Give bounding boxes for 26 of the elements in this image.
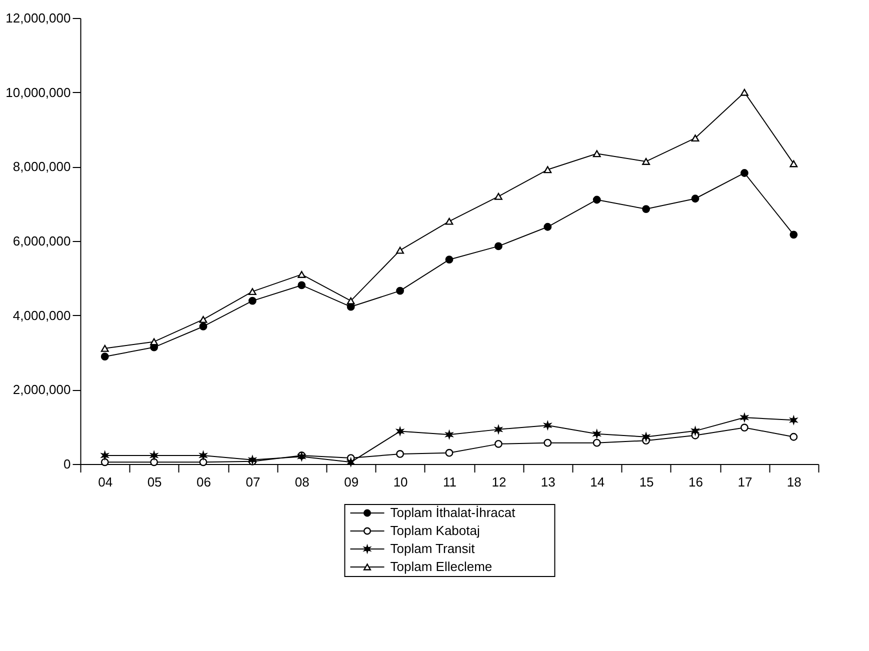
- x-tick-label: 13: [540, 474, 556, 490]
- y-tick-label: 12,000,000: [6, 10, 71, 26]
- y-tick-label: 8,000,000: [12, 159, 71, 174]
- legend-label: Toplam İthalat-İhracat: [390, 505, 516, 520]
- legend-label: Toplam Transit: [390, 541, 476, 556]
- legend-label: Toplam Ellecleme: [390, 559, 492, 574]
- y-tick-label: 2,000,000: [12, 382, 71, 398]
- x-tick-label: 09: [344, 474, 359, 490]
- x-tick-label: 07: [246, 474, 260, 490]
- y-tick-label: 6,000,000: [12, 234, 71, 248]
- x-tick-label: 16: [688, 474, 703, 490]
- x-tick-label: 06: [196, 474, 211, 490]
- x-tick-label: 05: [147, 474, 162, 490]
- x-tick-label: 10: [393, 474, 408, 490]
- legend-label: Toplam Kabotaj: [390, 523, 480, 538]
- x-tick-label: 11: [443, 474, 456, 490]
- x-tick-label: 17: [738, 474, 752, 490]
- x-tick-label: 04: [98, 474, 113, 490]
- x-tick-label: 12: [492, 474, 506, 490]
- y-tick-label: 10,000,000: [6, 84, 71, 100]
- x-tick-label: 08: [294, 474, 310, 490]
- x-tick-label: 15: [639, 474, 654, 490]
- y-tick-label: 0: [64, 456, 71, 472]
- x-tick-label: 18: [786, 474, 802, 490]
- y-tick-label: 4,000,000: [12, 308, 71, 323]
- x-tick-label: 14: [590, 474, 605, 490]
